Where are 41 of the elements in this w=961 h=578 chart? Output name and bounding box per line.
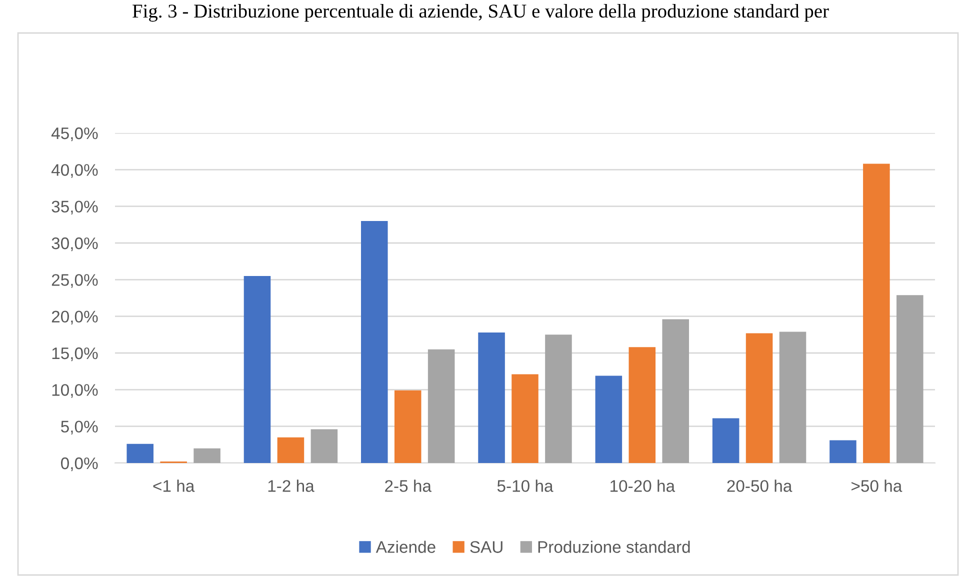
x-tick-label: 2-5 ha xyxy=(385,480,432,492)
x-tick-label: >50 ha xyxy=(852,480,902,492)
bar xyxy=(746,333,773,463)
bar xyxy=(545,334,572,463)
y-tick-label: 40,0% xyxy=(51,164,98,178)
bar xyxy=(277,437,304,463)
bar xyxy=(830,440,856,463)
x-tick-label: <1 ha xyxy=(153,480,195,492)
legend-label: SAU xyxy=(470,541,502,553)
legend-label: Produzione standard xyxy=(538,540,690,553)
legend-label: Aziende xyxy=(376,540,436,553)
x-tick-label: 1-2 ha xyxy=(268,480,314,492)
y-tick-label: 45,0% xyxy=(51,127,98,142)
bar xyxy=(712,418,740,463)
y-tick-label: 35,0% xyxy=(52,200,98,215)
x-tick-label: 20-50 ha xyxy=(727,480,792,492)
bar xyxy=(628,347,656,463)
bar xyxy=(779,332,806,463)
bar xyxy=(428,349,455,463)
chart-title: Fig. 3 - Distribuzione percentuale di aziende, SAU e valore della produzione standard per xyxy=(132,4,829,22)
y-tick-label: 10,0% xyxy=(52,384,98,398)
y-tick-label: 5,0% xyxy=(61,420,98,435)
bar xyxy=(194,448,220,463)
bar xyxy=(310,429,338,463)
bar xyxy=(244,276,271,463)
bar xyxy=(662,319,689,463)
bar xyxy=(478,332,505,463)
y-tick-label: 30,0% xyxy=(52,237,98,252)
bar xyxy=(863,164,890,463)
bar xyxy=(595,376,622,463)
x-tick-label: 10-20 ha xyxy=(610,480,676,492)
bar xyxy=(126,444,154,463)
bar xyxy=(896,295,924,463)
y-tick-label: 20,0% xyxy=(52,310,98,325)
bar xyxy=(361,221,388,463)
y-tick-label: 25,0% xyxy=(52,274,98,288)
bar xyxy=(512,374,538,463)
y-tick-label: 0,0% xyxy=(60,457,98,472)
bar xyxy=(394,390,422,463)
y-tick-label: 15,0% xyxy=(52,347,98,362)
x-tick-label: 5-10 ha xyxy=(497,480,554,492)
